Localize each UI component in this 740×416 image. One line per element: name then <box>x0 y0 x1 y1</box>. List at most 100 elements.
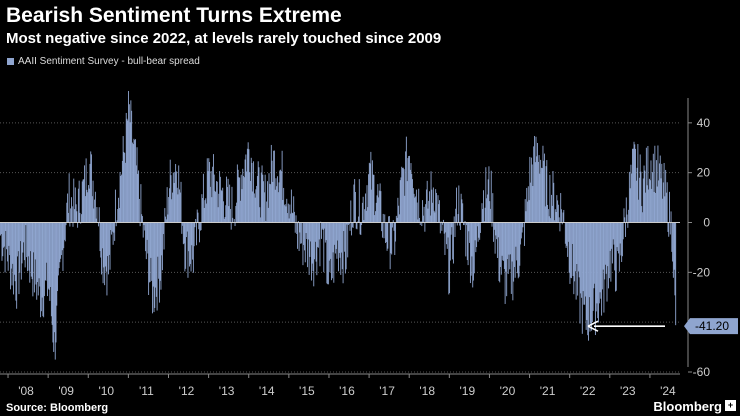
bar <box>508 222 510 255</box>
bar <box>675 222 677 326</box>
bar <box>547 204 549 223</box>
bar <box>638 177 640 223</box>
bar <box>111 222 113 232</box>
bar <box>465 222 467 257</box>
bar <box>277 192 279 223</box>
bar <box>464 220 466 223</box>
bar <box>76 211 78 223</box>
bar <box>367 207 369 223</box>
bar <box>309 222 311 257</box>
bar <box>209 162 211 223</box>
bar <box>390 222 392 254</box>
bar <box>520 222 522 239</box>
bar <box>655 160 657 223</box>
bar <box>348 222 349 225</box>
bar <box>500 222 502 275</box>
bar <box>321 222 323 229</box>
bar <box>81 181 83 223</box>
bar <box>337 222 339 241</box>
bar <box>487 179 489 223</box>
bar <box>49 222 51 301</box>
bar <box>520 222 522 245</box>
bar <box>423 206 425 223</box>
bar <box>666 182 668 223</box>
bar <box>517 222 518 274</box>
bar <box>446 222 447 245</box>
bar <box>477 222 479 242</box>
bar <box>450 222 452 235</box>
bar <box>34 222 36 260</box>
bar <box>614 222 616 271</box>
bar <box>620 222 622 256</box>
bar <box>405 136 407 223</box>
bar <box>219 171 221 223</box>
bar <box>83 179 85 223</box>
bar <box>468 222 470 232</box>
bar <box>634 144 636 223</box>
bar <box>601 222 603 290</box>
bar <box>574 222 576 272</box>
bar <box>120 175 122 223</box>
bar <box>235 205 237 223</box>
bar <box>588 222 589 341</box>
bar <box>539 173 541 223</box>
bar <box>471 222 473 257</box>
bar <box>672 222 674 278</box>
bar <box>221 191 223 223</box>
bar <box>655 192 657 223</box>
bar <box>50 222 52 288</box>
bar <box>358 179 360 223</box>
bar <box>336 222 338 259</box>
bar <box>202 173 204 223</box>
bar <box>300 222 302 244</box>
bar <box>129 122 131 223</box>
bar <box>540 167 542 223</box>
bar <box>270 184 271 223</box>
bar <box>155 222 157 297</box>
bar <box>402 167 404 223</box>
bar <box>99 222 101 252</box>
bar <box>223 201 224 223</box>
bar <box>661 163 663 223</box>
bar <box>509 222 511 270</box>
bar <box>398 205 400 223</box>
bar <box>653 191 655 223</box>
bar <box>469 222 471 243</box>
bar <box>425 204 427 223</box>
bar <box>467 222 469 266</box>
y-tick-label: 0 <box>703 216 710 230</box>
bar <box>122 136 124 223</box>
bar <box>117 209 119 223</box>
bar <box>674 222 676 296</box>
bar <box>105 222 107 272</box>
bar <box>305 222 307 234</box>
bar <box>600 222 602 299</box>
bar <box>233 219 235 223</box>
bar <box>438 204 440 223</box>
bar <box>519 222 521 266</box>
bar <box>583 222 585 305</box>
bar <box>536 156 538 223</box>
bar <box>366 185 368 223</box>
bar <box>198 222 200 230</box>
bar <box>240 200 241 223</box>
bar <box>280 169 282 223</box>
bar <box>72 222 74 227</box>
bar <box>161 222 163 256</box>
bar <box>643 165 645 223</box>
bar <box>245 154 247 223</box>
bar <box>369 163 371 223</box>
bar <box>473 222 475 274</box>
bar <box>665 192 667 223</box>
bar <box>451 222 453 228</box>
bar <box>189 222 190 267</box>
x-tick-label: '13 <box>219 384 235 398</box>
bar <box>103 222 105 268</box>
bar <box>503 222 505 269</box>
bar <box>296 222 298 235</box>
bar <box>531 164 533 223</box>
bar <box>404 195 406 223</box>
bar <box>669 222 671 235</box>
bar <box>212 154 214 223</box>
bar <box>527 186 529 223</box>
